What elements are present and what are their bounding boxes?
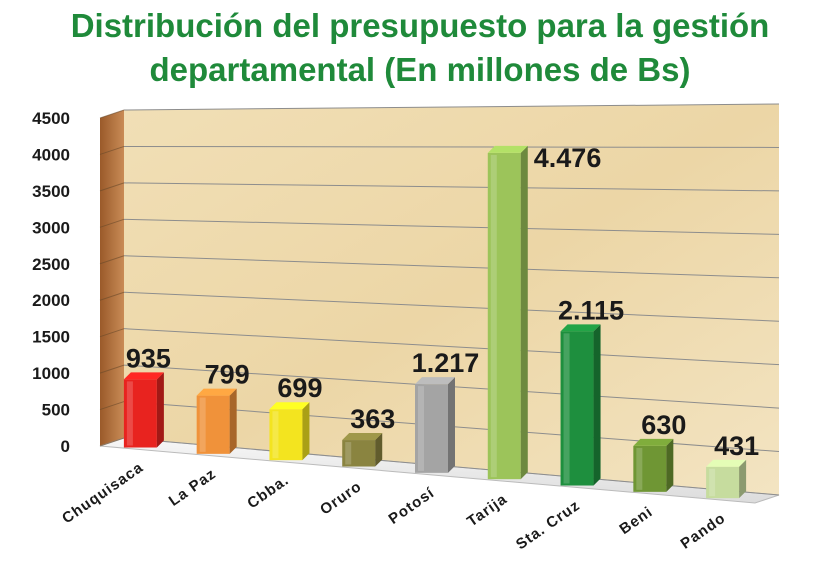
bar-top [342,433,383,441]
y-tick-label: 2500 [32,255,70,274]
bar-front [123,379,157,448]
chart-title: Distribución del presupuesto para la ges… [0,4,840,92]
bar [342,433,383,467]
y-tick-label: 0 [61,437,70,456]
gridline-side [99,109,125,119]
bar [633,438,674,492]
bar-front [560,331,594,486]
bar-highlight [418,386,424,471]
gridline [123,145,780,148]
bar-side [739,459,747,499]
bar [487,145,528,480]
x-category-label: La Paz [166,465,220,510]
y-tick-label: 1500 [32,328,70,347]
bar-front [633,445,667,492]
x-category-label: Cbba. [244,472,292,513]
gridline-side [99,328,125,338]
y-tick-label: 4500 [32,109,70,128]
y-tick-label: 4000 [32,145,70,164]
bar-highlight [636,447,643,490]
bar-top [123,372,164,380]
bar-top [706,459,747,467]
x-category-label: Sta. Cruz [513,497,583,553]
bar-side [666,438,674,492]
bar-highlight [490,154,497,478]
bar-front [269,409,303,461]
bars [123,145,747,499]
bar-value-label: 799 [205,360,250,390]
gridline-side [99,437,125,447]
bar-side [448,377,455,473]
gridline [123,103,780,111]
bar-front [487,152,521,480]
bar-front [415,384,448,473]
bar-value-label: 363 [350,404,395,434]
bar-side [302,402,310,461]
bar [196,388,237,454]
bar-value-label: 699 [277,373,322,403]
bar [415,377,455,473]
gridline [123,218,780,235]
bar-value-label: 1.217 [412,348,480,378]
bar-side [593,324,601,486]
gridline [123,291,780,322]
bar-highlight [272,411,279,459]
bar-side [156,372,164,448]
gridline-side [99,218,125,228]
bar-highlight [563,333,570,484]
bar-value-label: 935 [126,343,171,373]
bar [269,402,310,461]
y-tick-label: 3500 [32,182,70,201]
bar-side [229,388,237,454]
bar [123,372,164,448]
bar-highlight [199,397,206,452]
bar-top [196,388,237,396]
gridline [123,182,780,192]
bar-highlight [126,381,133,446]
bar-front [706,466,740,499]
bar [560,324,601,486]
data-labels: 935 799 699 363 1.217 4.476 2.115 630 431 [126,143,759,461]
gridline-side [99,401,125,411]
y-tick-label: 2000 [32,291,70,310]
bar-value-label: 431 [714,431,759,461]
bar-side [520,145,528,480]
bar-highlight [345,442,352,465]
gridline-side [99,255,125,265]
x-category-label: Chuquisaca [59,459,147,527]
x-category-label: Beni [616,503,656,538]
y-tick-label: 1000 [32,364,70,383]
x-category-label: Oruro [317,478,365,519]
bar-side [375,433,383,467]
gridline-side [99,182,125,192]
bar-value-label: 630 [641,410,686,440]
y-tick-label: 500 [42,401,70,420]
chart-title-line-2: departamental (En millones de Bs) [149,51,691,88]
y-axis-ticks: 0 500 1000 1500 2000 2500 3000 3500 4000 4500 [32,109,70,456]
bar-top [487,145,528,153]
gridline-side [99,145,125,155]
bar-top [560,324,601,332]
y-tick-label: 3000 [32,218,70,237]
x-category-label: Tarija [464,491,511,531]
bar-top [633,438,674,446]
gridline-side [99,364,125,374]
chart-title-line-1: Distribución del presupuesto para la ges… [70,7,770,44]
gridline-side [99,291,125,301]
bar-top [269,402,310,410]
side-wall [100,110,124,446]
bar-front [342,440,376,467]
gridline [123,328,780,366]
bar-top [415,377,455,385]
bar [706,459,747,499]
bar-highlight [709,468,716,497]
x-category-label: Pando [678,510,729,553]
bar-value-label: 2.115 [558,295,624,325]
bar-front [196,395,230,454]
bar-value-label: 4.476 [534,143,602,173]
x-category-label: Potosí [386,484,438,528]
gridline [123,255,780,279]
